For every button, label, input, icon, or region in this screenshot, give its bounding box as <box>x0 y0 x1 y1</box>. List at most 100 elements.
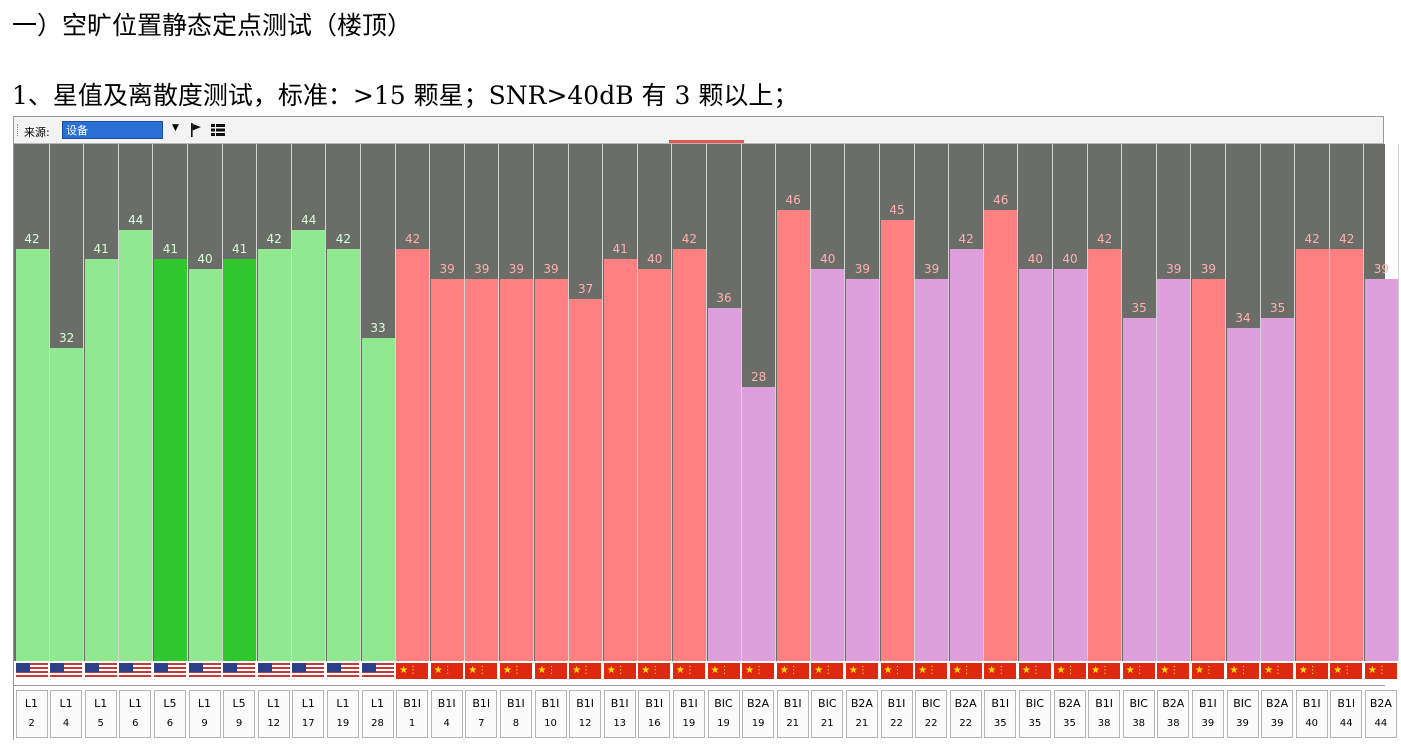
signal-band-label: B2A <box>747 697 770 710</box>
snr-value-label: 41 <box>162 242 179 257</box>
snr-value-label: 40 <box>197 252 213 266</box>
snr-value-label: 39 <box>1373 261 1390 276</box>
satellite-cell[interactable]: B2A 35 <box>1053 690 1086 738</box>
prn-label: 4 <box>62 718 70 729</box>
satellite-cell[interactable]: B2A 44 <box>1364 690 1397 738</box>
flag-canton <box>15 663 30 672</box>
satellite-cell[interactable]: L1 9 <box>188 690 221 738</box>
china-flag-icon: ★⋮ <box>638 663 671 679</box>
snr-value-label: 44 <box>128 212 144 227</box>
china-flag-icon: ★⋮ <box>1018 663 1051 679</box>
china-flag-icon: ★⋮ <box>811 663 844 679</box>
satellite-cell[interactable]: B1I 16 <box>638 690 671 738</box>
snr-bar <box>499 278 533 661</box>
snr-bar <box>1330 249 1364 661</box>
snr-bar <box>880 219 914 661</box>
prn-label: 19 <box>336 718 350 729</box>
list-view-icon[interactable] <box>211 123 225 137</box>
flag-icon[interactable] <box>190 123 202 137</box>
satellite-cell[interactable]: L1 4 <box>50 690 83 738</box>
snr-bar <box>223 259 257 661</box>
satellite-cell[interactable]: L1 19 <box>326 690 359 738</box>
snr-value-label: 39 <box>923 261 940 276</box>
satellite-cell[interactable]: B1I 44 <box>1330 690 1363 738</box>
satellite-cell[interactable]: B1I 22 <box>880 690 913 738</box>
satellite-cell[interactable]: BIC 21 <box>811 690 844 738</box>
prn-label: 22 <box>959 718 973 729</box>
satellite-cell[interactable]: B1I 8 <box>499 690 532 738</box>
toolbar: 来源: 设备 ▼ <box>14 117 1383 144</box>
satellite-cell[interactable]: B2A 21 <box>845 690 878 738</box>
signal-band-label: L1 <box>267 697 281 710</box>
snr-bar <box>430 278 464 661</box>
prn-label: 28 <box>371 718 384 729</box>
satellite-cell[interactable]: B1I 40 <box>1295 690 1328 738</box>
satellite-cell[interactable]: B2A 22 <box>949 690 982 738</box>
signal-band-label: L1 <box>301 697 315 710</box>
satellite-cell[interactable]: B1I 35 <box>984 690 1017 738</box>
snr-value-label: 39 <box>439 261 455 276</box>
satellite-cell[interactable]: B1I 39 <box>1191 690 1224 738</box>
satellite-cell[interactable]: B1I 4 <box>430 690 463 738</box>
prn-label: 35 <box>993 718 1007 729</box>
satellite-cell[interactable]: B1I 12 <box>569 690 602 738</box>
source-select[interactable]: 设备 <box>62 121 163 139</box>
snr-value-label: 42 <box>24 232 40 247</box>
bar-separator <box>1363 144 1365 661</box>
snr-value-label: 36 <box>716 291 732 306</box>
satellite-cell[interactable]: B1I 38 <box>1088 690 1121 738</box>
satellite-cell[interactable]: BIC 39 <box>1226 690 1259 738</box>
snr-bar <box>292 229 326 661</box>
satellite-cell[interactable]: B1I 1 <box>396 690 429 738</box>
source-label: 来源: <box>24 126 50 139</box>
snr-bar <box>811 269 845 661</box>
flag-canton <box>50 663 65 672</box>
signal-band-label: L1 <box>59 697 73 710</box>
prn-label: 39 <box>1201 718 1215 729</box>
snr-bar <box>50 347 84 661</box>
satellite-cell[interactable]: BIC 19 <box>707 690 740 738</box>
satellite-cell[interactable]: B2A 19 <box>742 690 775 738</box>
snr-value-label: 39 <box>474 261 490 276</box>
bar-separator <box>359 144 361 661</box>
bar-separator <box>705 144 707 661</box>
satellite-cell[interactable]: B1I 19 <box>672 690 705 738</box>
satellite-cell[interactable]: B2A 38 <box>1157 690 1190 738</box>
flag-canton <box>84 663 99 672</box>
signal-band-label: B1I <box>1337 697 1356 710</box>
satellite-cell[interactable]: B1I 7 <box>465 690 498 738</box>
prn-label: 19 <box>682 718 696 729</box>
satellite-cell[interactable]: L1 6 <box>119 690 152 738</box>
satellite-cell[interactable]: B1I 13 <box>603 690 636 738</box>
usa-flag-icon <box>84 663 117 679</box>
snr-bar <box>915 278 949 661</box>
satellite-cell[interactable]: L5 6 <box>153 690 186 738</box>
satellite-cell[interactable]: B2A 39 <box>1261 690 1294 738</box>
bar-separator <box>463 144 465 661</box>
snr-value-label: 34 <box>1235 311 1251 326</box>
satellite-cell[interactable]: L1 17 <box>292 690 325 738</box>
satellite-cell[interactable]: L1 28 <box>361 690 394 738</box>
satellite-cell[interactable]: L1 5 <box>84 690 117 738</box>
signal-band-label: B2A <box>1058 697 1081 710</box>
snr-bar <box>84 259 118 661</box>
china-flag-icon: ★⋮ <box>1088 663 1121 679</box>
satellite-cell[interactable]: B1I 10 <box>534 690 567 738</box>
satellite-cell[interactable]: B1I 21 <box>776 690 809 738</box>
satellite-cell[interactable]: L5 9 <box>223 690 256 738</box>
satellite-cell[interactable]: BIC 22 <box>915 690 948 738</box>
china-flag-icon: ★⋮ <box>707 663 740 679</box>
bar-separator <box>913 144 915 661</box>
satellite-cell[interactable]: BIC 35 <box>1018 690 1051 738</box>
satellite-cell[interactable]: BIC 38 <box>1122 690 1155 738</box>
signal-band-label: B2A <box>1266 697 1289 710</box>
toolbar-grip-icon[interactable] <box>17 124 20 136</box>
bar-separator <box>1397 144 1399 661</box>
china-flag-icon: ★⋮ <box>1364 663 1397 679</box>
dropdown-arrow-icon[interactable]: ▼ <box>172 123 179 133</box>
satellite-cell[interactable]: L1 12 <box>257 690 290 738</box>
snr-bar <box>1157 278 1191 661</box>
snr-bar <box>1191 278 1225 661</box>
china-flag-icon: ★⋮ <box>1330 663 1363 679</box>
satellite-cell[interactable]: L1 2 <box>15 690 48 738</box>
